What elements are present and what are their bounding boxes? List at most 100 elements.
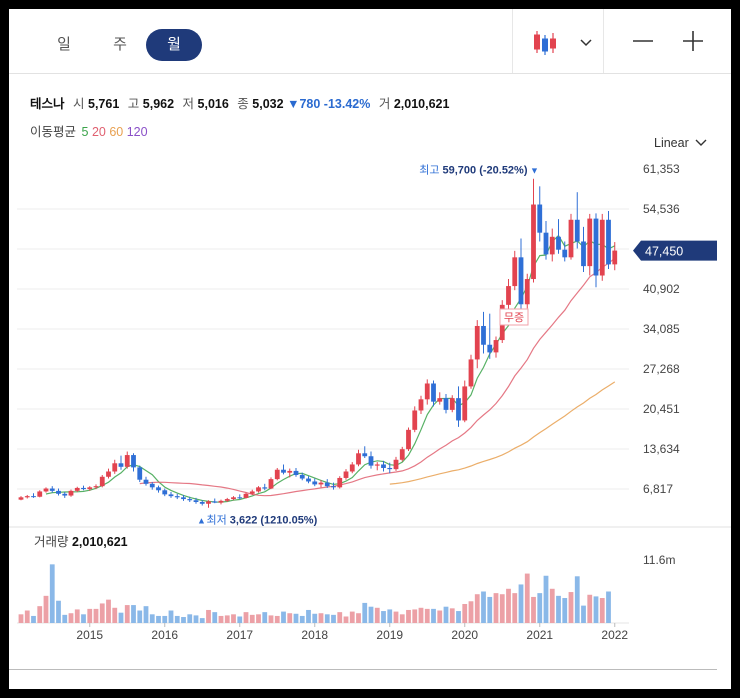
event-label-box <box>499 308 529 326</box>
volume-bar <box>331 614 336 623</box>
tab-daily[interactable]: 일 <box>57 36 71 53</box>
volume-bar <box>24 610 30 623</box>
event-label: 무증 <box>504 312 524 324</box>
change-percent: -13.42% <box>323 97 371 111</box>
candle <box>112 463 118 472</box>
candle <box>206 501 211 504</box>
candle <box>593 218 599 276</box>
volume-panel-label: 거래량 2,010,621 <box>34 535 128 549</box>
candle <box>374 464 380 466</box>
ma-120-label: 120 <box>126 125 148 139</box>
x-tick-label: 2015 <box>76 628 103 642</box>
volume-bar <box>587 594 593 623</box>
candle <box>181 497 186 500</box>
candle <box>243 493 249 498</box>
x-tick-label: 2019 <box>376 628 403 642</box>
open-value: 5,761 <box>88 97 120 111</box>
volume-label: 거 <box>378 97 391 111</box>
x-tick-label: 2018 <box>301 628 328 642</box>
volume-bar <box>243 612 249 623</box>
ma-60-label: 60 <box>109 125 124 139</box>
volume-bar <box>274 615 280 623</box>
candle <box>343 471 349 478</box>
volume-bar <box>143 606 149 623</box>
price-chart[interactable]: 61,353 54,536 40,902 34,085 27,268 20,451 13,6… <box>9 9 731 669</box>
candle <box>462 386 468 421</box>
tab-weekly[interactable]: 주 <box>113 36 127 53</box>
candle <box>131 455 136 468</box>
volume-bar <box>56 600 61 623</box>
candle <box>62 493 68 496</box>
moving-average-legend[interactable]: 이동평균 5 20 60 120 <box>30 121 148 140</box>
candle <box>99 476 105 487</box>
y-tick-label: 27,268 <box>643 362 680 376</box>
volume-bar <box>199 618 205 623</box>
candle <box>456 398 461 421</box>
volume-bar <box>74 609 80 623</box>
candle <box>49 488 55 491</box>
candle <box>524 279 530 305</box>
candle <box>193 500 199 503</box>
volume-bar <box>174 615 180 623</box>
candle <box>568 219 574 258</box>
volume-bar <box>256 614 261 623</box>
chart-type-selector[interactable] <box>512 9 604 73</box>
candle <box>506 286 511 305</box>
tab-monthly[interactable]: 월 <box>146 29 202 61</box>
y-tick-label: 40,902 <box>643 282 680 296</box>
ma-20-line <box>139 257 616 497</box>
volume-bar <box>193 615 199 623</box>
candle <box>81 487 86 490</box>
y-tick-label: 20,451 <box>643 402 680 416</box>
volume-bar <box>293 613 299 623</box>
candle <box>606 219 611 265</box>
volume-bar <box>156 615 161 623</box>
zoom-in-icon[interactable] <box>681 29 705 53</box>
volume-bar <box>562 598 568 623</box>
volume-bar <box>449 608 455 623</box>
zoom-out-icon[interactable] <box>631 29 655 53</box>
volume-bar <box>524 573 530 623</box>
volume-bar <box>393 611 399 623</box>
close-label: 종 <box>237 97 249 111</box>
volume-bar <box>99 603 105 623</box>
volume-bar <box>312 613 318 623</box>
candle <box>43 488 49 492</box>
volume-bar <box>568 592 574 623</box>
high-label: 고 <box>127 97 140 111</box>
change-value: 780 <box>299 97 321 111</box>
volume-bar <box>299 615 305 623</box>
volume-bar <box>399 614 405 623</box>
ma-20-label: 20 <box>91 125 106 139</box>
volume-bar <box>556 595 561 623</box>
volume-bar <box>249 614 255 623</box>
candle <box>487 344 493 353</box>
volume-bar <box>599 598 605 623</box>
y-tick-label: 61,353 <box>643 162 680 176</box>
volume-bar <box>487 596 493 623</box>
volume-bar <box>468 601 474 623</box>
candle <box>518 257 524 305</box>
volume-bar <box>456 611 461 623</box>
candle <box>293 470 299 476</box>
volume-bar <box>212 612 218 623</box>
candle <box>537 204 543 233</box>
max-price-annotation: 최고 59,700 (-20.52%) <box>419 164 528 177</box>
candle <box>31 496 36 498</box>
scale-mode-selector[interactable]: Linear <box>654 136 707 150</box>
volume-bar <box>431 608 436 623</box>
volume-bar <box>593 596 599 623</box>
candle <box>237 497 243 499</box>
candle <box>162 490 168 495</box>
candle <box>531 204 536 280</box>
candle <box>137 467 143 480</box>
candle <box>174 496 180 498</box>
candle <box>68 490 74 496</box>
volume-bar <box>412 609 418 623</box>
volume-bar <box>531 596 536 623</box>
candle <box>556 236 561 250</box>
volume-bar <box>474 594 480 623</box>
volume-bar <box>187 614 193 623</box>
x-tick-label: 2017 <box>226 628 253 642</box>
max-price-arrow: ▼ <box>530 166 539 176</box>
